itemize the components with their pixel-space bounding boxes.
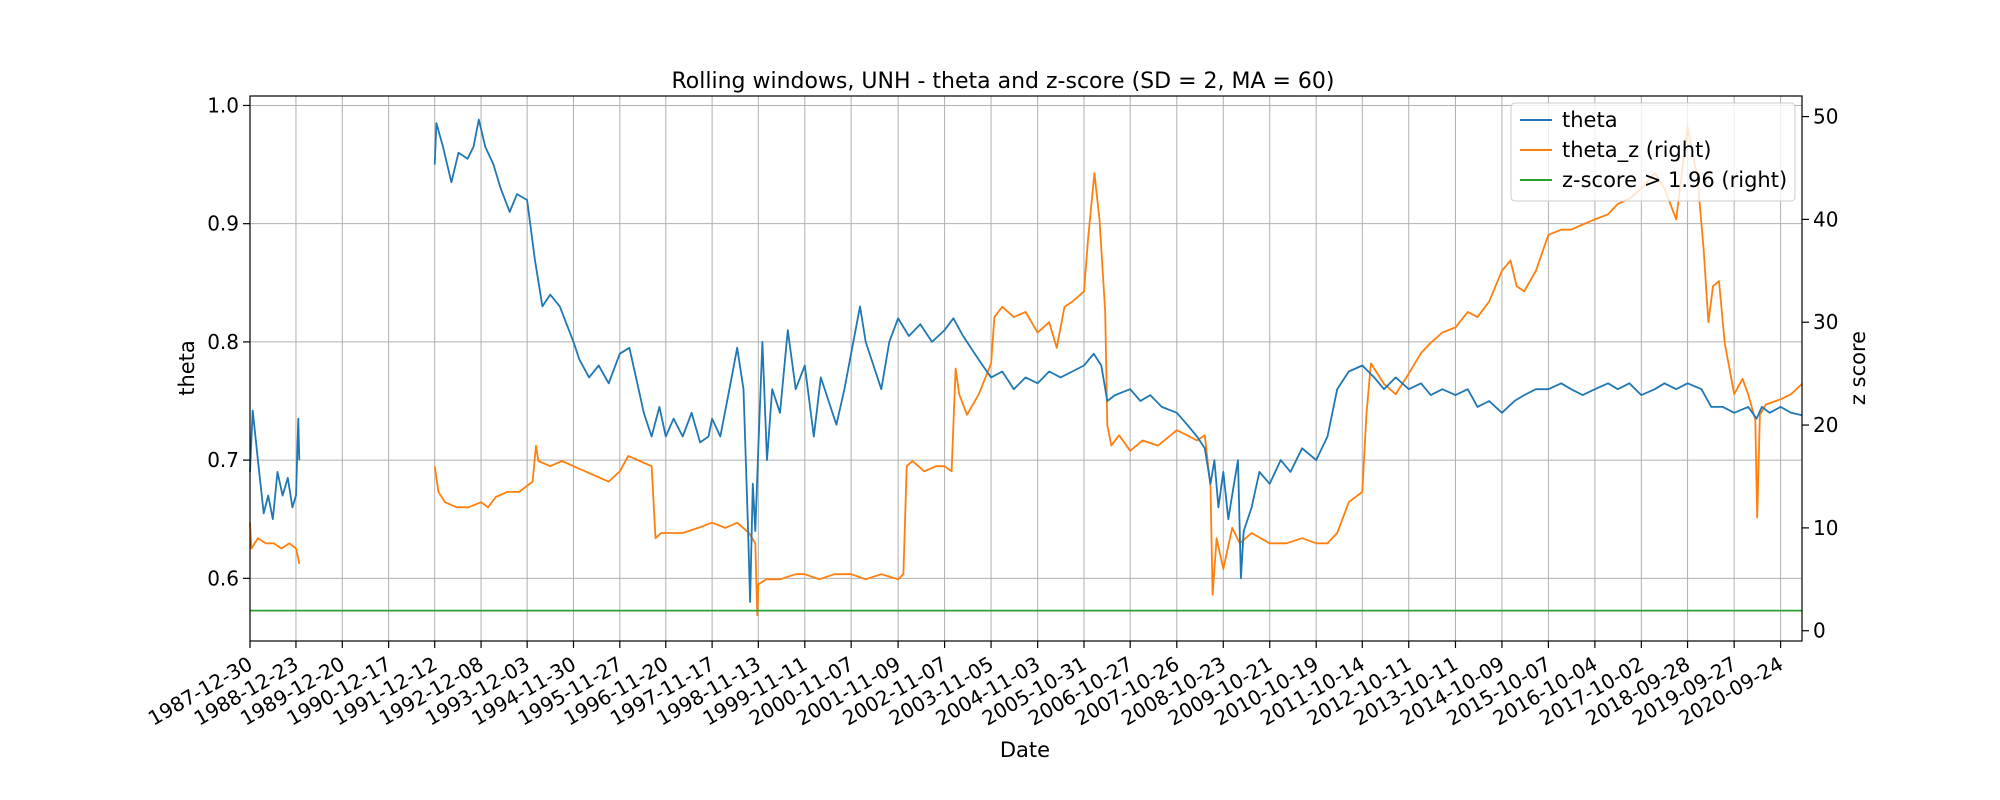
- y-axis-right: 0 10 20 30 40 50: [1802, 105, 1838, 643]
- y2-tick-label: 10: [1813, 516, 1838, 540]
- series-layer: [249, 118, 1803, 617]
- y2-tick-label: 30: [1813, 310, 1838, 334]
- legend-label: theta_z (right): [1562, 138, 1712, 163]
- y-tick-label: 1.0: [207, 93, 239, 117]
- grid-lines: [249, 96, 1802, 641]
- y-tick-label: 0.9: [207, 212, 239, 236]
- legend-label: theta: [1562, 108, 1618, 132]
- series-line-theta: [249, 118, 1803, 603]
- y2-tick-label: 50: [1813, 105, 1838, 129]
- y-axis-left: 0.6 0.7 0.8 0.9 1.0: [207, 93, 250, 590]
- y2-tick-label: 40: [1813, 207, 1838, 231]
- y2-axis-label: z score: [1846, 331, 1870, 405]
- y-tick-label: 0.7: [207, 448, 239, 472]
- legend: theta theta_z (right) z-score > 1.96 (righ…: [1510, 102, 1796, 202]
- y-axis-label: theta: [175, 340, 199, 396]
- y-tick-label: 0.6: [207, 566, 239, 590]
- x-axis-label: Date: [1000, 738, 1050, 762]
- y-tick-label: 0.8: [207, 330, 239, 354]
- legend-label: z-score > 1.96 (right): [1562, 168, 1787, 192]
- legend-box: [1510, 102, 1796, 202]
- series-line-theta-z-right: [249, 125, 1803, 617]
- y2-tick-label: 20: [1813, 413, 1838, 437]
- chart-title: Rolling windows, UNH - theta and z-score…: [671, 69, 1334, 94]
- y2-tick-label: 0: [1813, 619, 1826, 643]
- plot-frame: [249, 95, 1803, 642]
